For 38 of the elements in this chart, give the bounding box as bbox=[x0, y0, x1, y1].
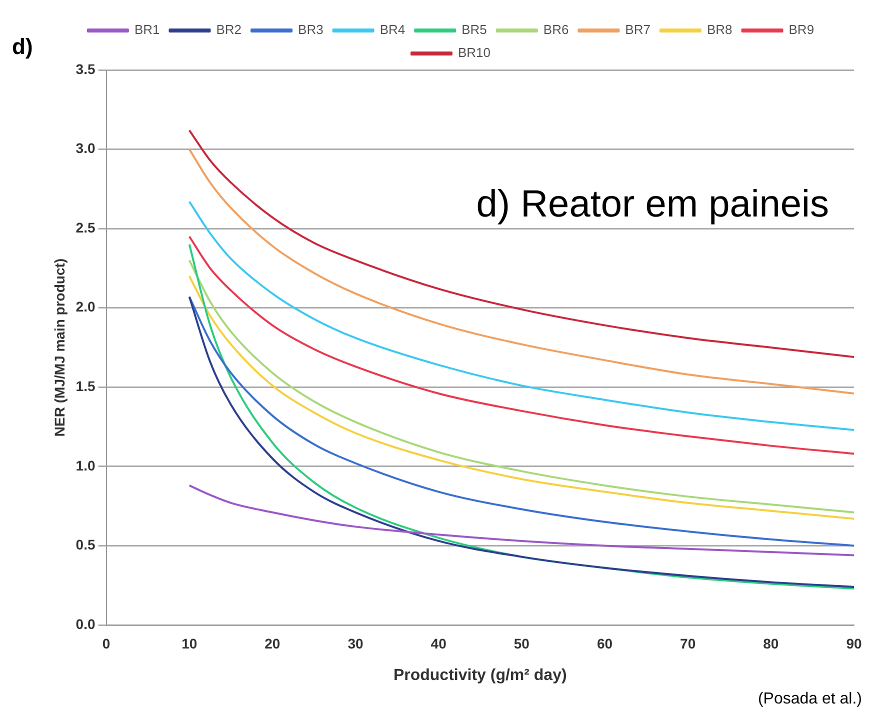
legend-label: BR5 bbox=[462, 22, 487, 38]
x-tick-label: 70 bbox=[680, 635, 696, 652]
y-tick-label: 1.5 bbox=[76, 378, 96, 394]
legend-label: BR3 bbox=[298, 22, 324, 38]
text: d) bbox=[12, 34, 33, 60]
y-tick-label: 2.5 bbox=[76, 219, 96, 236]
x-tick-label: 50 bbox=[514, 635, 530, 652]
line-series bbox=[188, 148, 854, 394]
legend-label: BR2 bbox=[216, 22, 242, 38]
legend-label: BR1 bbox=[134, 22, 160, 38]
annotation: d) Reator em paineis bbox=[476, 183, 829, 226]
legend-label: BR6 bbox=[543, 22, 569, 38]
x-tick-label: 0 bbox=[102, 635, 110, 652]
legend-label: BR9 bbox=[788, 22, 814, 38]
y-tick-label: 3.5 bbox=[76, 60, 96, 77]
x-axis-title: Productivity (g/m² day) bbox=[393, 666, 567, 684]
y-axis-title: NER (MJ/MJ main product) bbox=[51, 258, 68, 437]
y-tick-label: 1.0 bbox=[76, 457, 96, 474]
x-tick-label: 80 bbox=[763, 635, 779, 652]
line-series bbox=[188, 236, 854, 455]
x-tick-label: 20 bbox=[264, 635, 280, 652]
y-tick-label: 3.0 bbox=[76, 140, 96, 156]
line-series bbox=[188, 484, 854, 556]
x-tick-label: 10 bbox=[182, 635, 198, 652]
y-tick-label: 0.5 bbox=[76, 536, 96, 553]
line-series bbox=[188, 129, 854, 358]
legend-label: BR4 bbox=[380, 22, 406, 38]
x-tick-label: 60 bbox=[596, 635, 613, 652]
legend-label: BR7 bbox=[625, 22, 650, 38]
y-tick-label: 0.0 bbox=[76, 616, 96, 632]
x-tick-label: 40 bbox=[430, 635, 447, 652]
x-tick-label: 90 bbox=[846, 635, 862, 652]
y-tick-label: 2.0 bbox=[76, 298, 96, 315]
x-tick-label: 30 bbox=[348, 635, 364, 652]
text: (Posada et al.) bbox=[758, 690, 862, 708]
legend-label: BR8 bbox=[706, 22, 732, 38]
line-series bbox=[188, 243, 854, 590]
legend-label: BR10 bbox=[458, 45, 491, 60]
